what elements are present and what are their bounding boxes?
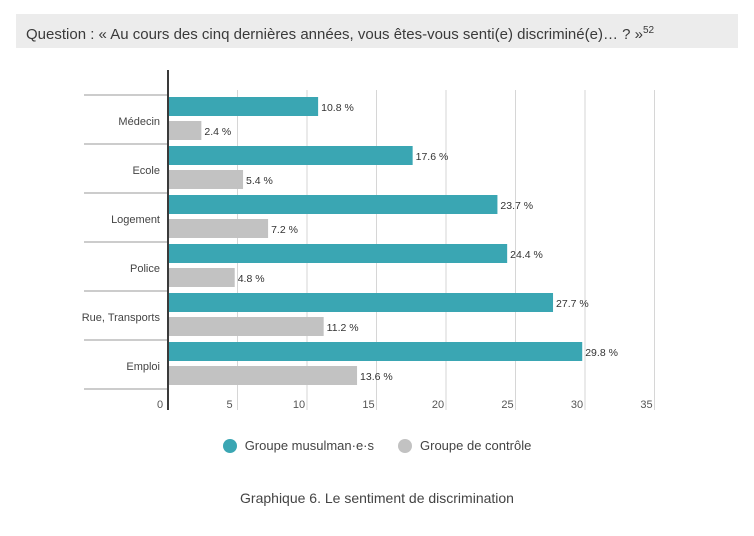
bar-control-group xyxy=(168,268,235,287)
x-tick-label: 5 xyxy=(226,399,232,411)
bar-control-group xyxy=(168,219,269,238)
bar-muslim-group xyxy=(168,244,508,263)
x-tick-label: 15 xyxy=(362,399,374,411)
x-tick-label: 0 xyxy=(157,399,163,411)
bar-control-group xyxy=(168,366,358,385)
category-label: Police xyxy=(130,263,160,275)
bar-value-label: 11.2 % xyxy=(327,322,359,334)
legend-swatch-control-group xyxy=(398,438,413,453)
x-tick-label: 30 xyxy=(571,399,583,411)
bar-muslim-group xyxy=(168,146,413,165)
x-tick-label: 25 xyxy=(501,399,513,411)
bar-value-label: 27.7 % xyxy=(556,298,589,310)
bar-control-group xyxy=(168,317,324,336)
x-tick-label: 20 xyxy=(432,399,444,411)
bar-value-label: 17.6 % xyxy=(416,151,449,163)
legend-label-muslim-group: Groupe musulman·e·s xyxy=(244,438,375,453)
bar-value-label: 24.4 % xyxy=(510,249,543,261)
bar-value-label: 23.7 % xyxy=(500,200,533,212)
bar-muslim-group xyxy=(168,342,583,361)
legend-item-control-group: Groupe de contrôle xyxy=(398,438,531,453)
bar-control-group xyxy=(168,121,202,140)
bar-value-label: 4.8 % xyxy=(238,273,265,285)
legend-label-control-group: Groupe de contrôle xyxy=(420,438,532,453)
bar-muslim-group xyxy=(168,293,554,312)
category-label: Ecole xyxy=(132,165,160,177)
category-label: Rue, Transports xyxy=(82,312,161,324)
bar-value-label: 2.4 % xyxy=(204,126,231,138)
x-tick-label: 10 xyxy=(293,399,305,411)
category-label: Médecin xyxy=(118,116,160,128)
bar-value-label: 5.4 % xyxy=(246,175,273,187)
category-label: Logement xyxy=(111,214,160,226)
footnote-marker: 52 xyxy=(642,25,655,36)
bar-value-label: 7.2 % xyxy=(271,224,298,236)
bar-control-group xyxy=(168,170,244,189)
x-tick-label: 35 xyxy=(640,399,652,411)
chart-legend: Groupe musulman·e·s Groupe de contrôle xyxy=(0,438,754,453)
chart-caption: Graphique 6. Le sentiment de discriminat… xyxy=(240,490,514,506)
category-label: Emploi xyxy=(126,361,160,373)
legend-item-muslim-group: Groupe musulman·e·s xyxy=(222,438,375,453)
bar-chart: 0 5 10 15 20 25 30 35 10.8 % 2.4 % Médecin 17.6 % 5.… xyxy=(82,70,655,411)
bar-muslim-group xyxy=(168,97,319,116)
bar-value-label: 29.8 % xyxy=(585,347,618,359)
question-header: Question : « Au cours des cinq dernières… xyxy=(16,14,738,48)
legend-swatch-muslim-group xyxy=(222,438,237,453)
bar-value-label: 13.6 % xyxy=(360,371,393,383)
bar-value-label: 10.8 % xyxy=(321,102,354,114)
question-text: Question : « Au cours des cinq dernières… xyxy=(26,26,643,43)
bar-muslim-group xyxy=(168,195,498,214)
